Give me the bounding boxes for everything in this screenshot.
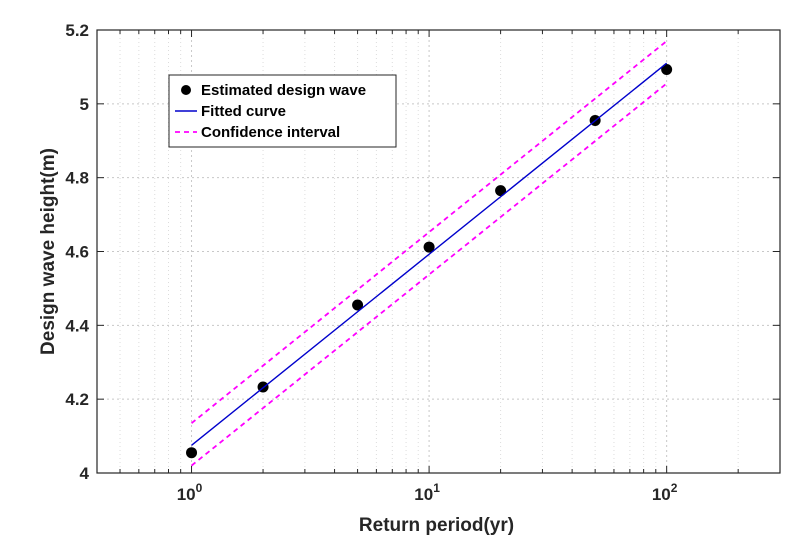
legend-box [168,74,397,148]
fitted-curve-line [191,62,668,446]
confidence-lower-line [190,82,668,467]
data-point [186,447,198,459]
label-layer: 4 4.2 4.4 4.6 4.8 5 5.2 100 101 102 Return period(… [38,21,678,536]
x-tick-label: 101 [414,481,440,504]
x-tick-label: 102 [652,481,678,504]
legend-label: Fitted curve [201,103,286,120]
data-point [423,241,435,253]
confidence-upper-line [190,40,668,424]
y-tick-label: 4.2 [65,390,89,409]
data-point [661,64,673,76]
axes-layer [96,29,781,474]
y-tick-label: 4 [80,464,90,483]
y-tick-label: 4.6 [65,243,89,262]
y-tick-label: 5 [80,95,89,114]
y-tick-label: 5.2 [65,21,89,40]
data-point [352,299,364,311]
x-axis-title: Return period(yr) [359,515,514,536]
legend-label: Estimated design wave [201,82,366,99]
series-layer [186,40,673,467]
data-point [495,185,507,197]
legend-label: Confidence interval [201,124,340,141]
legend-layer: Estimated design wave Fitted curve Confide… [168,74,397,148]
legend-marker-points [181,85,191,95]
x-tick-label: 100 [177,481,203,504]
y-tick-label: 4.8 [65,169,89,188]
y-tick-label: 4.4 [65,316,89,335]
y-axis-title: Design wave height(m) [38,148,59,355]
